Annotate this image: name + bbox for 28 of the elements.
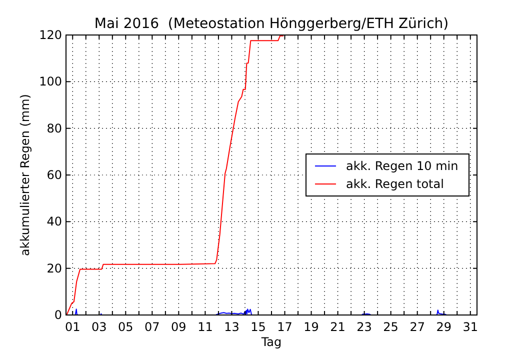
x-tick-label: 11: [198, 320, 213, 334]
x-tick-label: 31: [462, 320, 478, 334]
x-tick-label: 09: [171, 320, 186, 334]
legend-label: akk. Regen total: [346, 177, 444, 191]
x-tick-label: 21: [330, 320, 346, 334]
y-tick-label: 0: [54, 308, 62, 322]
x-tick-label: 23: [356, 320, 372, 334]
x-axis-title: Tag: [260, 335, 282, 349]
y-axis-title: akkumulierter Regen (mm): [18, 94, 32, 256]
x-tick-label: 29: [436, 320, 452, 334]
y-tick-label: 40: [46, 214, 62, 229]
x-tick-label: 15: [250, 320, 266, 334]
x-tick-label: 01: [64, 320, 80, 334]
x-tick-label: 07: [144, 320, 160, 334]
y-tick-label: 20: [46, 261, 62, 276]
chart-title: Mai 2016 (Meteostation Hönggerberg/ETH Zürich): [94, 16, 449, 32]
legend-label: akk. Regen 10 min: [346, 159, 458, 173]
y-tick-label: 100: [39, 74, 62, 89]
y-tick-label: 80: [46, 121, 62, 136]
x-tick-label: 19: [304, 320, 319, 334]
x-tick-label: 13: [224, 320, 240, 334]
y-tick-label: 120: [39, 28, 62, 42]
x-tick-label: 05: [118, 320, 134, 334]
x-tick-label: 03: [92, 320, 107, 334]
x-tick-label: 27: [410, 320, 425, 334]
x-tick-label: 25: [383, 320, 398, 334]
y-tick-label: 60: [46, 168, 62, 182]
x-tick-label: 17: [277, 320, 292, 334]
